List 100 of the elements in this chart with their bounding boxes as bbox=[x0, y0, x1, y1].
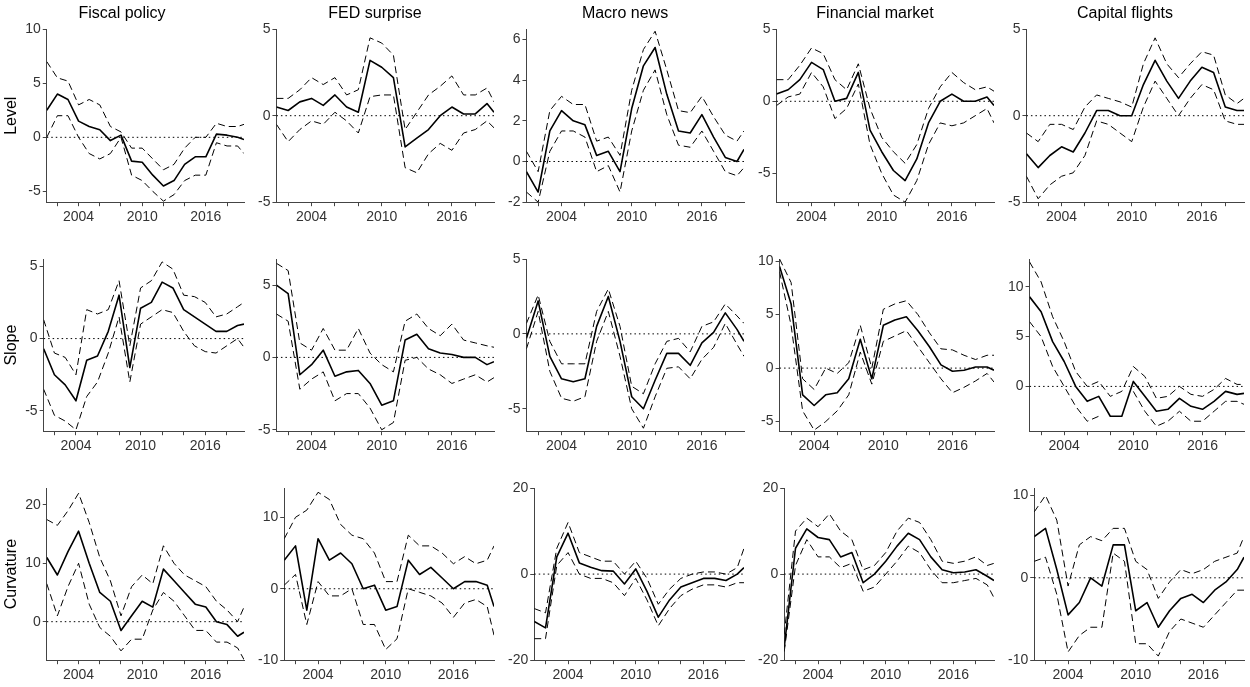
y-tick-label: 5 bbox=[29, 257, 38, 274]
y-tick-label: 0 bbox=[512, 152, 521, 169]
x-tick-label: 2016 bbox=[1186, 208, 1218, 225]
x-tick-label: 2010 bbox=[616, 208, 648, 225]
x-tick-label: 2010 bbox=[1120, 666, 1152, 683]
x-tick-label: 2016 bbox=[1186, 437, 1219, 454]
x-tick-label: 2004 bbox=[63, 208, 95, 225]
x-tick-label: 2004 bbox=[545, 208, 578, 225]
y-tick-label: -10 bbox=[258, 651, 279, 668]
x-tick-label: 2010 bbox=[620, 666, 652, 683]
y-tick-label: -20 bbox=[508, 651, 529, 668]
y-tick-label: -20 bbox=[758, 651, 779, 668]
x-tick-label: 2004 bbox=[295, 437, 328, 454]
y-tick-label: 0 bbox=[262, 348, 271, 365]
x-tick-label: 2016 bbox=[436, 437, 468, 454]
y-tick-label: 4 bbox=[512, 70, 521, 87]
y-tick-label: -5 bbox=[258, 193, 271, 210]
y-tick-label: 5 bbox=[762, 20, 771, 37]
y-tick-label: -5 bbox=[761, 412, 774, 429]
y-tick-label: 5 bbox=[765, 305, 774, 322]
x-tick-label: 2004 bbox=[1052, 666, 1084, 683]
x-tick-label: 2010 bbox=[370, 666, 402, 683]
x-tick-label: 2016 bbox=[686, 208, 718, 225]
x-tick-label: 2010 bbox=[616, 437, 648, 454]
x-tick-label: 2004 bbox=[802, 666, 834, 683]
y-tick-label: 20 bbox=[762, 478, 779, 495]
y-tick-label: 10 bbox=[25, 554, 41, 571]
chart-title: Capital flights bbox=[1076, 4, 1174, 22]
y-tick-label: 20 bbox=[25, 495, 41, 512]
y-tick-label: 0 bbox=[520, 564, 529, 581]
y-tick-label: -2 bbox=[508, 193, 521, 210]
y-axis-title: Curvature bbox=[2, 538, 20, 610]
x-tick-label: 2010 bbox=[366, 208, 398, 225]
x-tick-label: 2010 bbox=[867, 437, 900, 454]
y-tick-label: 10 bbox=[25, 20, 41, 37]
x-tick-label: 2016 bbox=[189, 437, 221, 454]
y-tick-label: 0 bbox=[1020, 568, 1029, 585]
y-tick-label: 10 bbox=[1012, 486, 1029, 503]
x-tick-label: 2016 bbox=[936, 437, 969, 454]
x-tick-label: 2010 bbox=[870, 666, 902, 683]
y-tick-label: 5 bbox=[262, 275, 271, 292]
y-tick-label: 0 bbox=[765, 358, 774, 375]
y-tick-label: 0 bbox=[1012, 106, 1021, 123]
y-tick-label: 0 bbox=[32, 612, 41, 629]
y-tick-label: 20 bbox=[512, 478, 529, 495]
y-tick-label: 5 bbox=[512, 249, 521, 266]
x-tick-label: 2016 bbox=[686, 437, 718, 454]
chart-title: Financial market bbox=[816, 4, 935, 22]
y-tick-label: 6 bbox=[512, 30, 521, 47]
chart-title: Macro news bbox=[581, 4, 669, 22]
y-tick-label: -5 bbox=[28, 182, 41, 199]
y-tick-label: 5 bbox=[1015, 327, 1024, 344]
x-tick-label: 2016 bbox=[190, 666, 222, 683]
x-tick-label: 2004 bbox=[795, 208, 828, 225]
x-tick-label: 2016 bbox=[687, 666, 720, 683]
x-tick-label: 2010 bbox=[126, 208, 158, 225]
x-tick-label: 2010 bbox=[866, 208, 898, 225]
y-tick-label: 0 bbox=[32, 128, 41, 145]
y-tick-label: 0 bbox=[762, 92, 771, 109]
y-tick-label: 5 bbox=[1012, 20, 1021, 37]
x-tick-label: 2016 bbox=[1187, 666, 1220, 683]
x-tick-label: 2004 bbox=[63, 666, 95, 683]
x-tick-label: 2016 bbox=[436, 208, 468, 225]
y-tick-label: 0 bbox=[29, 329, 38, 346]
x-tick-label: 2010 bbox=[125, 437, 157, 454]
y-tick-label: -5 bbox=[1008, 193, 1021, 210]
y-axis-title: Level bbox=[2, 96, 20, 135]
x-tick-label: 2004 bbox=[302, 666, 334, 683]
y-tick-label: -5 bbox=[258, 420, 271, 437]
x-tick-label: 2004 bbox=[545, 437, 578, 454]
x-tick-label: 2010 bbox=[1116, 208, 1148, 225]
x-tick-label: 2010 bbox=[1117, 437, 1150, 454]
x-tick-label: 2004 bbox=[1048, 437, 1080, 454]
x-tick-label: 2010 bbox=[366, 437, 398, 454]
x-tick-label: 2016 bbox=[190, 208, 222, 225]
y-tick-label: -5 bbox=[25, 401, 38, 418]
y-tick-label: 0 bbox=[1015, 377, 1024, 394]
y-tick-label: 0 bbox=[770, 564, 779, 581]
x-tick-label: 2010 bbox=[126, 666, 158, 683]
y-tick-label: -5 bbox=[508, 399, 521, 416]
y-tick-label: 0 bbox=[512, 324, 521, 341]
y-tick-label: 5 bbox=[262, 20, 271, 37]
x-tick-label: 2004 bbox=[798, 437, 830, 454]
x-tick-label: 2016 bbox=[437, 666, 470, 683]
y-tick-label: 0 bbox=[262, 106, 271, 123]
x-tick-label: 2004 bbox=[295, 208, 328, 225]
x-tick-label: 2004 bbox=[60, 437, 92, 454]
y-tick-label: 5 bbox=[32, 74, 41, 91]
y-tick-label: 0 bbox=[270, 579, 279, 596]
x-tick-label: 2016 bbox=[936, 208, 968, 225]
y-tick-label: -10 bbox=[1008, 651, 1029, 668]
chart-title: FED surprise bbox=[328, 4, 422, 22]
y-axis-title: Slope bbox=[2, 324, 20, 366]
y-tick-label: 10 bbox=[1007, 277, 1024, 294]
y-tick-label: -5 bbox=[758, 164, 771, 181]
x-tick-label: 2004 bbox=[552, 666, 584, 683]
chart-title: Fiscal policy bbox=[78, 4, 166, 22]
y-tick-label: 10 bbox=[757, 252, 774, 268]
x-tick-label: 2004 bbox=[1045, 208, 1078, 225]
x-tick-label: 2016 bbox=[937, 666, 970, 683]
